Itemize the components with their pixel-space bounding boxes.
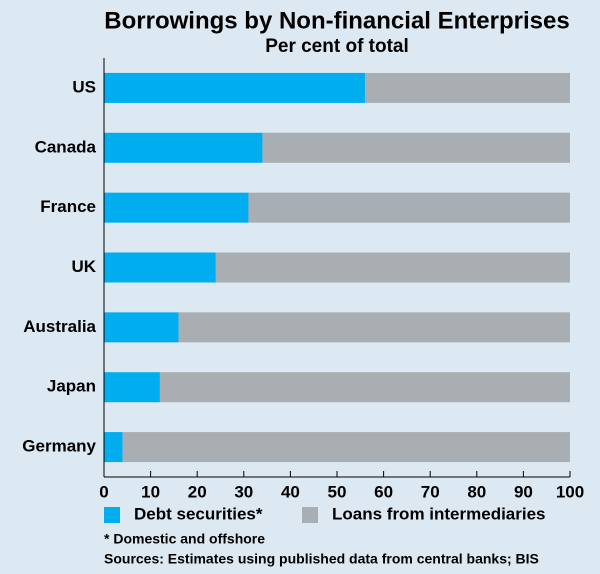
bar-segment [364, 72, 570, 103]
y-tick-label: US [72, 77, 96, 96]
footnote: * Domestic and offshore [104, 531, 265, 547]
bar-segment [104, 312, 179, 343]
bar-segment [104, 252, 216, 283]
x-tick-label: 50 [328, 482, 347, 501]
y-tick-label: Canada [35, 137, 97, 156]
y-tick-label: UK [71, 257, 96, 276]
x-tick-label: 100 [556, 482, 584, 501]
legend-swatch [302, 507, 318, 523]
bar-segment [104, 192, 249, 223]
chart-subtitle: Per cent of total [265, 36, 409, 57]
legend-label: Debt securities* [134, 504, 263, 523]
legend-label: Loans from intermediaries [332, 504, 546, 523]
y-tick-label: Germany [22, 437, 96, 456]
x-tick-label: 80 [467, 482, 486, 501]
y-tick-label: Japan [47, 377, 96, 396]
chart-title: Borrowings by Non-financial Enterprises [104, 7, 569, 34]
x-tick-label: 90 [514, 482, 533, 501]
bar-segment [104, 132, 263, 163]
x-tick-label: 60 [374, 482, 393, 501]
bar-segment [159, 372, 571, 403]
bar-segment [104, 432, 123, 463]
x-tick-label: 20 [188, 482, 207, 501]
x-tick-label: 70 [421, 482, 440, 501]
footnote: Sources: Estimates using published data … [104, 551, 539, 567]
bar-segment [262, 132, 570, 163]
bar-segment [104, 72, 365, 103]
y-tick-label: Australia [23, 317, 96, 336]
y-tick-label: France [40, 197, 96, 216]
bar-segment [248, 192, 570, 223]
legend-swatch [104, 507, 120, 523]
bar-segment [215, 252, 570, 283]
bar-segment [104, 372, 160, 403]
x-tick-label: 30 [234, 482, 253, 501]
bar-segment [122, 432, 570, 463]
x-tick-label: 10 [141, 482, 160, 501]
bar-segment [178, 312, 570, 343]
x-tick-label: 0 [99, 482, 108, 501]
x-tick-label: 40 [281, 482, 300, 501]
